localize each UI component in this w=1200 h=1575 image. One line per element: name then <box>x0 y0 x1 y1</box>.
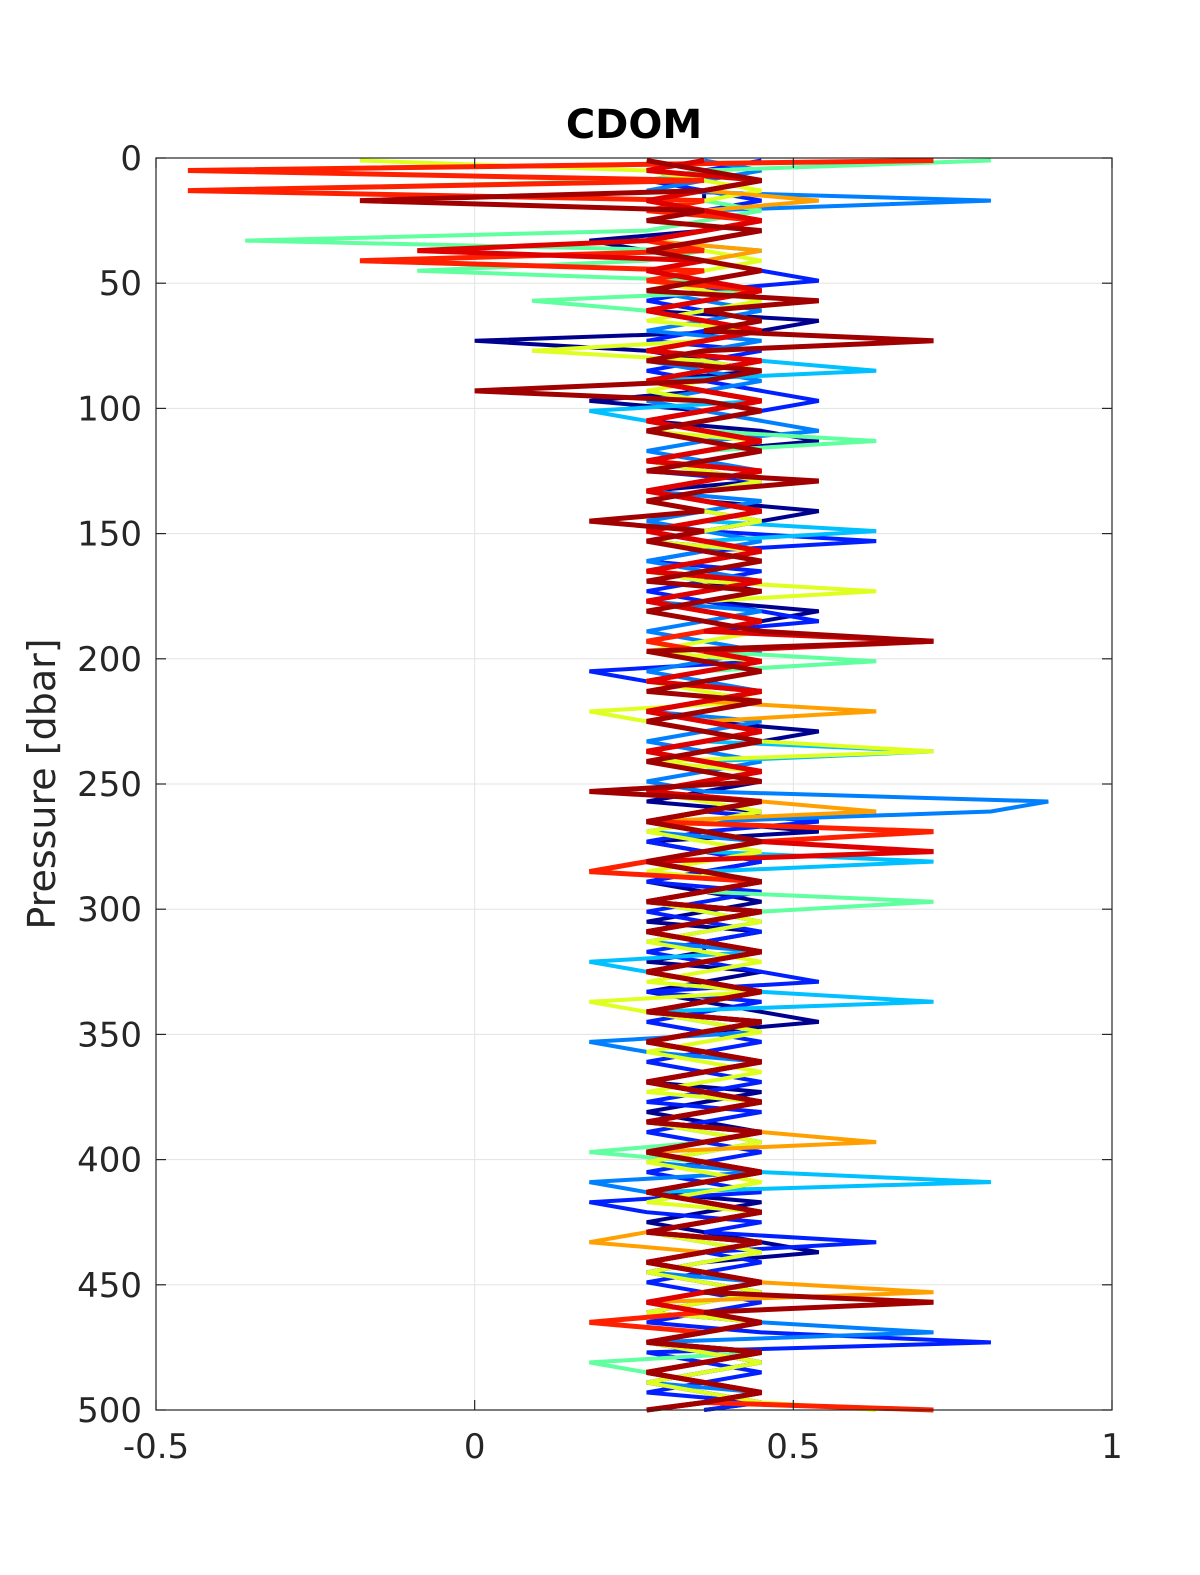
y-tick-label: 350 <box>77 1015 142 1055</box>
y-tick-label: 450 <box>77 1266 142 1306</box>
chart-title: CDOM <box>566 102 702 148</box>
x-tick-labels: -0.5 0 0.5 1 <box>123 1427 1123 1467</box>
axis-ticks <box>155 157 1113 1411</box>
y-axis-label: Pressure [dbar] <box>20 638 64 929</box>
x-tick-label: -0.5 <box>123 1427 189 1467</box>
y-tick-label: 400 <box>77 1141 142 1181</box>
y-tick-label: 100 <box>77 389 142 429</box>
x-tick-label: 0.5 <box>766 1427 820 1467</box>
profile-series-line <box>359 158 934 1413</box>
x-tick-label: 1 <box>1101 1427 1123 1467</box>
grid-lines <box>156 158 1112 1410</box>
x-tick-label: 0 <box>464 1427 486 1467</box>
y-tick-label: 50 <box>99 264 142 304</box>
y-tick-label: 150 <box>77 515 142 555</box>
data-series-group <box>187 158 1049 1413</box>
y-tick-labels: 0 50 100 150 200 250 300 350 400 450 500 <box>77 139 142 1431</box>
y-tick-label: 200 <box>77 640 142 680</box>
y-tick-label: 250 <box>77 765 142 805</box>
y-tick-label: 500 <box>77 1391 142 1431</box>
y-tick-label: 300 <box>77 890 142 930</box>
y-tick-label: 0 <box>120 139 142 179</box>
